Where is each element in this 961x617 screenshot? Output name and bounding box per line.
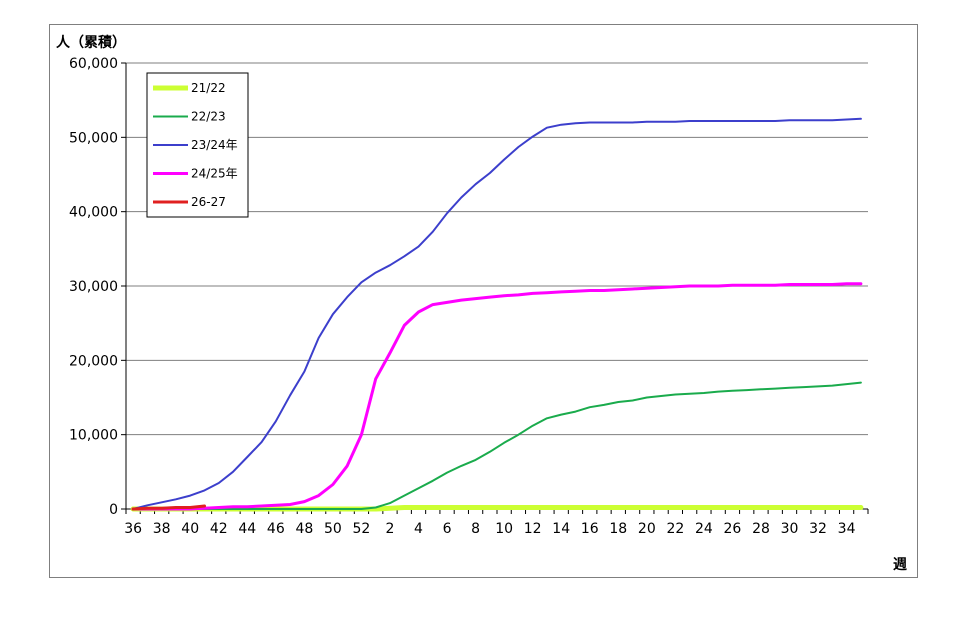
x-tick-label: 22 [666, 521, 684, 537]
x-tick-label: 48 [295, 521, 313, 537]
x-tick-label: 36 [124, 521, 142, 537]
series-line-5 [131, 504, 206, 511]
x-tick-label: 20 [638, 521, 656, 537]
x-tick-label: 24 [695, 521, 713, 537]
x-tick-label: 16 [581, 521, 599, 537]
series-lines [130, 117, 864, 512]
x-tick-label: 14 [552, 521, 570, 537]
x-tick-label: 18 [609, 521, 627, 537]
legend: 21/22 22/23 23/24年 24/25年 26-27 [146, 72, 249, 218]
x-tick-label: 46 [267, 521, 285, 537]
x-tick-label: 30 [781, 521, 799, 537]
legend-label: 22/23 [191, 110, 226, 124]
legend-label: 24/25年 [191, 167, 238, 181]
x-tick-label: 44 [238, 521, 256, 537]
x-tick-label: 32 [809, 521, 827, 537]
y-axis-ticks: 0 10,000 20,000 30,000 40,000 50,000 60,000 [69, 56, 127, 518]
x-tick-label: 50 [324, 521, 342, 537]
x-tick-label: 6 [443, 521, 452, 537]
x-tick-label: 28 [752, 521, 770, 537]
x-tick-label: 52 [353, 521, 371, 537]
series-line-2 [132, 381, 862, 510]
x-tick-label: 10 [495, 521, 513, 537]
legend-label: 21/22 [191, 81, 226, 95]
x-tick-label: 2 [386, 521, 395, 537]
x-axis-title: 週 [893, 557, 907, 573]
y-tick-label: 10,000 [69, 428, 118, 444]
series-line-3 [132, 117, 862, 510]
y-tick-label: 60,000 [69, 56, 118, 72]
legend-label: 26-27 [191, 195, 226, 209]
x-axis: 36 38 40 42 44 46 48 50 52 2 4 6 8 10 12 14 16 18 20 22 24 26… [124, 509, 869, 537]
y-tick-label: 40,000 [69, 205, 118, 221]
x-tick-label: 42 [210, 521, 228, 537]
x-tick-label: 34 [838, 521, 856, 537]
x-tick-label: 8 [471, 521, 480, 537]
x-tick-label: 38 [153, 521, 171, 537]
x-tick-label: 4 [414, 521, 423, 537]
series-line-4 [131, 282, 863, 511]
y-tick-label: 0 [109, 502, 118, 518]
y-tick-label: 50,000 [69, 130, 118, 146]
y-axis-title: 人（累積） [56, 34, 126, 51]
legend-label: 23/24年 [191, 138, 238, 152]
x-tick-label: 26 [724, 521, 742, 537]
y-tick-label: 30,000 [69, 279, 118, 295]
x-tick-label: 12 [524, 521, 542, 537]
y-tick-label: 20,000 [69, 353, 118, 369]
x-tick-label: 40 [181, 521, 199, 537]
